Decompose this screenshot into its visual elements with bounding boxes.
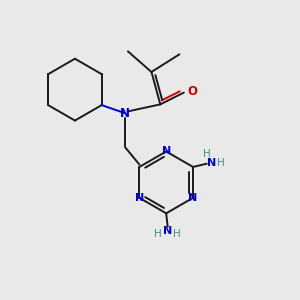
Text: N: N [163, 226, 172, 236]
Text: H: H [217, 158, 224, 167]
Text: N: N [162, 146, 171, 157]
Text: H: H [154, 229, 162, 239]
Text: N: N [120, 107, 130, 120]
Text: H: H [203, 149, 211, 159]
Text: N: N [135, 193, 144, 203]
Text: H: H [173, 229, 181, 239]
Text: N: N [207, 158, 216, 167]
Text: N: N [188, 193, 198, 203]
Text: O: O [188, 85, 198, 98]
